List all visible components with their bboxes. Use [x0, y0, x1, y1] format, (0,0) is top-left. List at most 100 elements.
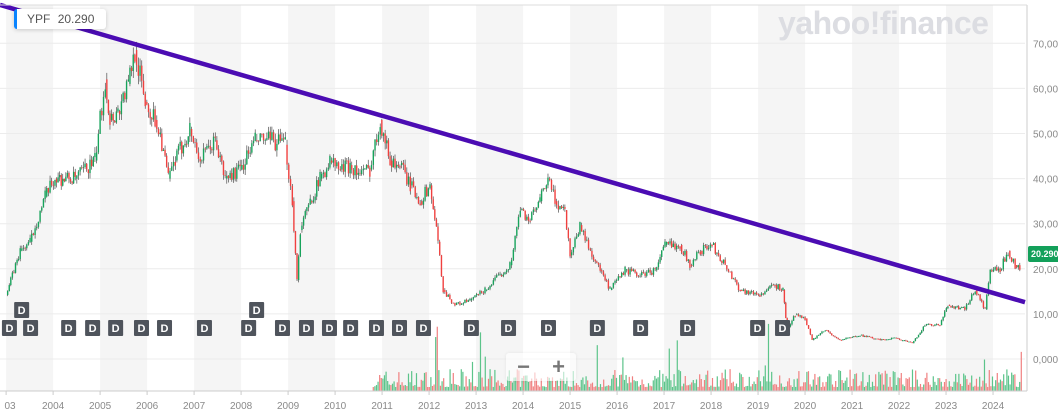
candle-body	[404, 164, 406, 173]
candle-body	[134, 54, 136, 62]
dividend-marker[interactable]: D	[343, 320, 359, 336]
dividend-marker-box	[157, 320, 173, 336]
dividend-marker[interactable]: D	[61, 320, 77, 336]
candle-body	[437, 226, 439, 241]
candle-body	[406, 172, 408, 185]
volume-bar	[918, 386, 920, 391]
candle-body	[156, 119, 158, 130]
dividend-marker-label: D	[112, 323, 120, 335]
candle-body	[74, 171, 76, 177]
dividend-marker[interactable]: D	[23, 320, 39, 336]
candle-body	[614, 280, 616, 283]
dividend-marker[interactable]: D	[108, 320, 124, 336]
candle-body	[641, 272, 643, 276]
dividend-marker[interactable]: D	[463, 320, 479, 336]
candle-body	[82, 167, 85, 168]
candle-body	[254, 132, 256, 141]
volume-bar	[551, 377, 554, 391]
dividend-marker[interactable]: D	[249, 302, 265, 318]
dividend-marker[interactable]: D	[501, 320, 517, 336]
volume-bar	[638, 386, 640, 391]
dividend-marker[interactable]: D	[680, 320, 696, 336]
dividend-marker[interactable]: D	[298, 320, 314, 336]
candle-body	[834, 336, 836, 338]
candle-body	[282, 138, 285, 140]
volume-bar	[987, 386, 989, 391]
candle-body	[822, 331, 825, 333]
candle-body	[439, 241, 441, 256]
candle-body	[262, 133, 265, 141]
dividend-marker[interactable]: D	[274, 320, 290, 336]
dividend-marker[interactable]: D	[14, 302, 30, 318]
candle-body	[637, 276, 640, 277]
axes: 70,000 60,000 50,000 40,000 30,000 20,000 10,0…	[0, 4, 1058, 412]
candle-body	[505, 270, 508, 273]
candle-body	[597, 262, 600, 265]
candle-body	[843, 339, 846, 340]
zoom-out-button[interactable]: −	[517, 354, 530, 379]
candle-body	[11, 272, 14, 278]
dividend-marker[interactable]: D	[157, 320, 173, 336]
dividend-marker[interactable]: D	[241, 320, 257, 336]
volume-bar	[596, 345, 598, 391]
volume-bar	[620, 374, 622, 391]
x-tick-label: 03	[4, 401, 16, 412]
trendline	[0, 2, 1026, 305]
candle-body	[903, 340, 906, 342]
symbol-legend[interactable]: YPF 20.290	[14, 9, 107, 29]
candle-body	[422, 200, 425, 205]
candle-body	[1015, 265, 1018, 268]
dividend-marker[interactable]: D	[85, 320, 101, 336]
candle-body	[989, 269, 991, 284]
candle-body	[507, 269, 509, 271]
volume-bar	[415, 373, 418, 391]
volume-bar	[799, 386, 802, 391]
dividend-marker[interactable]: D	[540, 320, 556, 336]
dividend-marker[interactable]: D	[589, 320, 605, 336]
dividend-marker[interactable]: D	[775, 320, 791, 336]
dividend-marker[interactable]: D	[415, 320, 431, 336]
dividend-marker[interactable]: D	[321, 320, 337, 336]
volume-bar	[574, 385, 576, 391]
volume-bar	[763, 376, 765, 391]
volume-bar	[892, 371, 894, 391]
volume-bar	[654, 375, 656, 391]
dividend-marker[interactable]: D	[196, 320, 212, 336]
candle-body	[394, 158, 396, 168]
candle-body	[829, 331, 831, 334]
volume-bar	[830, 374, 832, 391]
volume-bar	[599, 384, 602, 391]
zoom-in-button[interactable]: +	[552, 354, 565, 379]
dividend-marker[interactable]: D	[133, 320, 149, 336]
dividend-marker[interactable]: D	[1, 320, 17, 336]
candle-body	[154, 109, 156, 127]
dividend-marker[interactable]: D	[368, 320, 384, 336]
x-tick-label: 2012	[418, 401, 441, 412]
candle-body	[376, 139, 378, 142]
candle-body	[32, 233, 35, 235]
volume-bar	[923, 384, 925, 391]
candle-body	[962, 307, 965, 308]
candle-body	[867, 336, 869, 338]
candle-body	[62, 178, 64, 186]
dividend-marker[interactable]: D	[392, 320, 408, 336]
volume-bars	[372, 323, 1022, 391]
candle-body	[416, 197, 418, 198]
candle-body	[657, 262, 660, 268]
candle-body	[94, 153, 96, 158]
volume-bar	[659, 370, 661, 391]
candle-body	[364, 168, 366, 170]
dividend-marker[interactable]: D	[633, 320, 649, 336]
volume-bar	[463, 386, 466, 391]
candle-body	[76, 175, 78, 179]
dividend-marker-box	[463, 320, 479, 336]
dividend-marker[interactable]: D	[750, 320, 766, 336]
candle-body	[721, 261, 723, 263]
volume-bar	[692, 380, 694, 391]
candle-body	[19, 248, 21, 260]
candle-body	[610, 287, 613, 290]
y-tick-label: 60,000	[1033, 84, 1058, 95]
volume-bar	[487, 378, 490, 391]
volume-bar	[748, 376, 750, 391]
